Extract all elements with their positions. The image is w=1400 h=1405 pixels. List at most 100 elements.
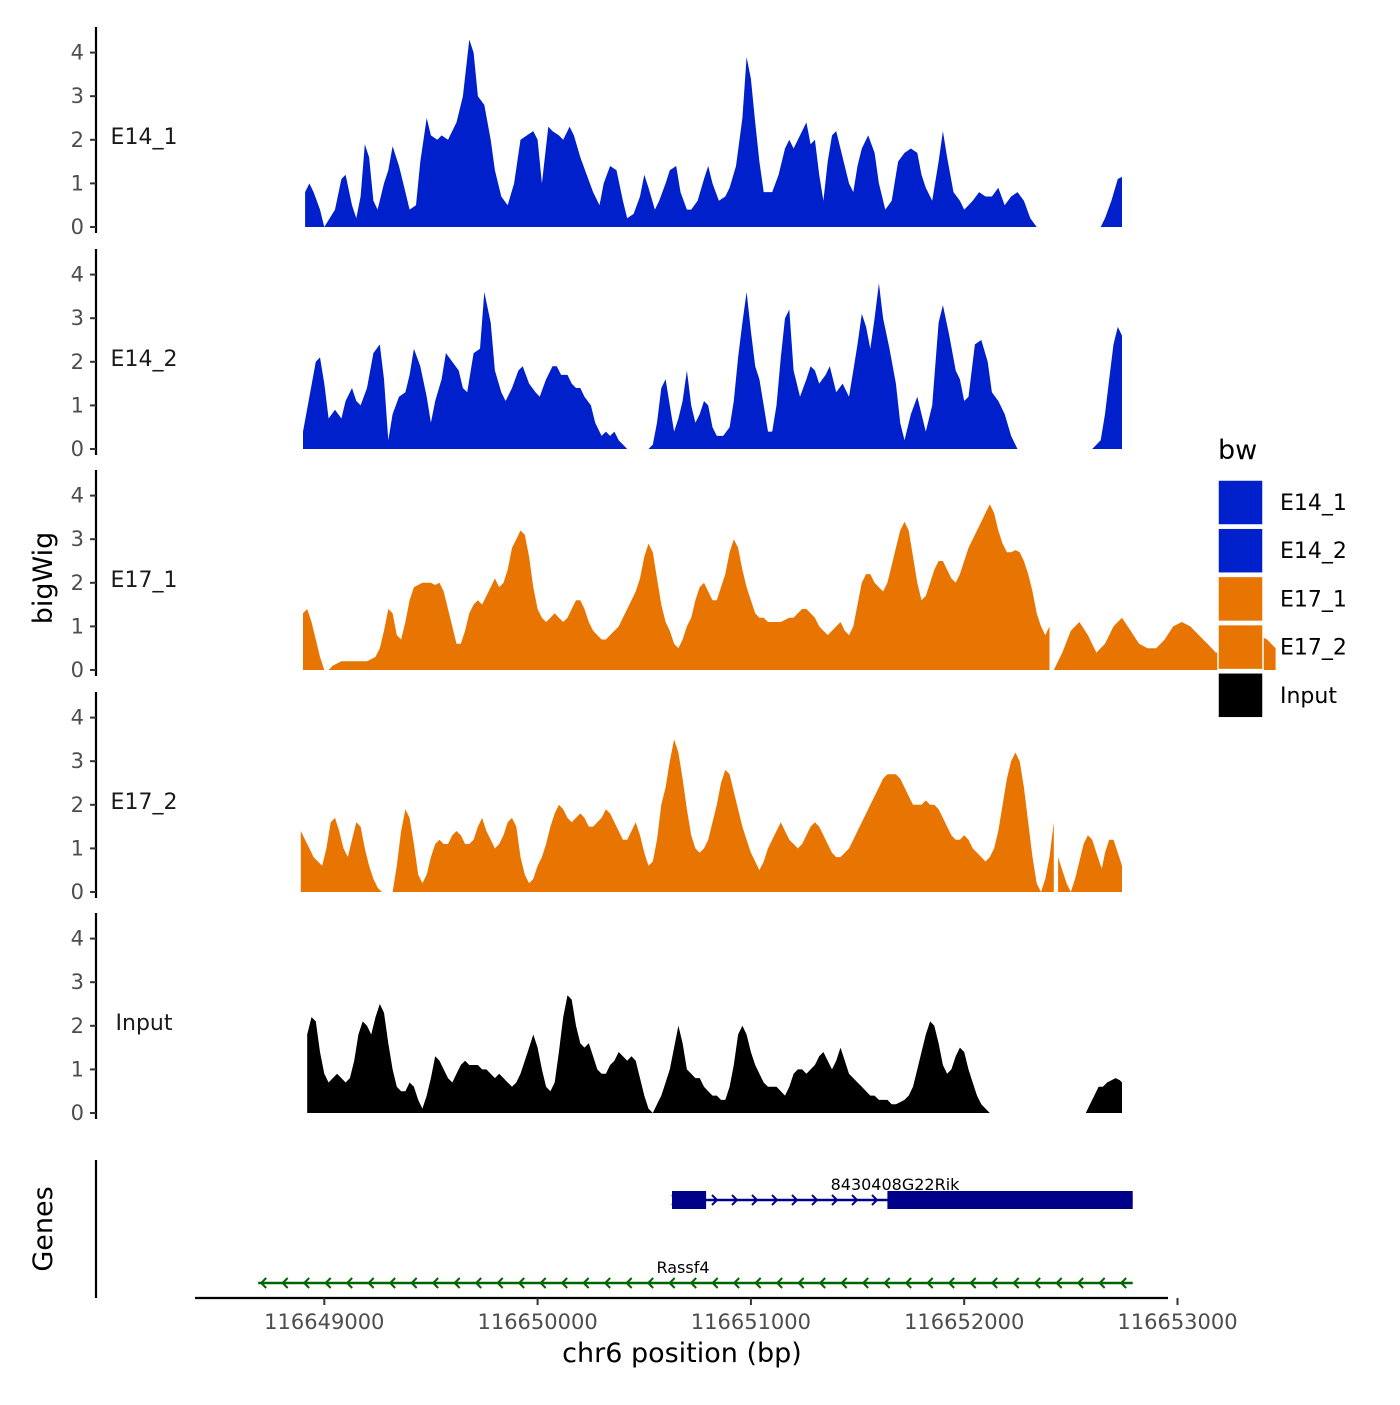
y-tick-label-Input-1: 1 — [71, 1057, 84, 1081]
gene-strand-arrow-Rassf4 — [1098, 1277, 1106, 1289]
track-area-E17_1-0 — [303, 609, 329, 670]
legend-label-E17_1: E17_1 — [1280, 587, 1347, 612]
y-tick-label-E17_1-3: 3 — [71, 527, 84, 551]
legend-label-Input: Input — [1280, 684, 1337, 709]
gene-strand-arrow-Rassf4 — [668, 1277, 676, 1289]
gene-strand-arrow-Rassf4 — [861, 1277, 869, 1289]
y-tick-label-E14_1-2: 2 — [71, 128, 84, 152]
y-axis-title: bigWig — [28, 532, 59, 625]
gene-strand-arrow-Rassf4 — [388, 1277, 396, 1289]
y-tick-label-E14_1-3: 3 — [71, 84, 84, 108]
y-tick-label-E14_1-1: 1 — [71, 171, 84, 195]
gene-exon-8430408G22Rik-0 — [671, 1191, 707, 1209]
y-tick-label-E14_2-4: 4 — [71, 263, 84, 287]
gene-strand-arrow-Rassf4 — [453, 1277, 461, 1289]
gene-strand-arrow-Rassf4 — [646, 1277, 654, 1289]
x-axis-title: chr6 position (bp) — [562, 1338, 802, 1369]
y-tick-label-Input-3: 3 — [71, 970, 84, 994]
track-label-E17_1: E17_1 — [111, 568, 178, 593]
gene-strand-arrow-Rassf4 — [883, 1277, 891, 1289]
gene-strand-arrow-Rassf4 — [689, 1277, 697, 1289]
track-label-E14_1: E14_1 — [111, 125, 178, 150]
y-tick-label-E14_1-4: 4 — [71, 41, 84, 65]
gene-strand-arrow-Rassf4 — [818, 1277, 826, 1289]
track-area-E17_1-1 — [328, 504, 1050, 670]
x-tick-label-116652000: 116652000 — [904, 1310, 1024, 1334]
gene-strand-arrow-Rassf4 — [539, 1277, 547, 1289]
gene-strand-arrow-Rassf4 — [603, 1277, 611, 1289]
y-tick-label-Input-4: 4 — [71, 927, 84, 951]
track-area-E17_2-1 — [392, 739, 1054, 892]
track-area-Input-1 — [1085, 1078, 1122, 1113]
gene-strand-arrow-Rassf4 — [259, 1277, 267, 1289]
gene-strand-arrow-Rassf4 — [990, 1277, 998, 1289]
y-tick-label-Input-0: 0 — [71, 1101, 84, 1125]
gene-strand-arrow-Rassf4 — [367, 1277, 375, 1289]
track-area-E14_2-1 — [648, 283, 1027, 449]
legend-swatch-E14_1 — [1217, 479, 1264, 526]
gene-strand-arrow-Rassf4 — [904, 1277, 912, 1289]
track-area-E14_2-0 — [303, 292, 640, 449]
legend-swatch-Input — [1217, 672, 1264, 719]
gene-strand-arrow-8430408G22Rik — [771, 1194, 779, 1206]
y-tick-label-E17_1-0: 0 — [71, 658, 84, 682]
gene-strand-arrow-Rassf4 — [345, 1277, 353, 1289]
gene-strand-arrow-8430408G22Rik — [871, 1194, 879, 1206]
legend-label-E14_2: E14_2 — [1280, 539, 1347, 564]
gene-strand-arrow-Rassf4 — [1055, 1277, 1063, 1289]
gene-strand-arrow-Rassf4 — [560, 1277, 568, 1289]
track-area-E17_2-3 — [1096, 839, 1122, 892]
gene-strand-arrow-Rassf4 — [582, 1277, 590, 1289]
gene-strand-arrow-Rassf4 — [969, 1277, 977, 1289]
gene-strand-arrow-Rassf4 — [496, 1277, 504, 1289]
gene-strand-arrow-Rassf4 — [947, 1277, 955, 1289]
gene-strand-arrow-Rassf4 — [625, 1277, 633, 1289]
gene-strand-arrow-Rassf4 — [1033, 1277, 1041, 1289]
x-tick-label-116649000: 116649000 — [264, 1310, 384, 1334]
y-tick-label-E17_1-1: 1 — [71, 614, 84, 638]
gene-strand-arrow-8430408G22Rik — [711, 1194, 719, 1206]
gene-strand-arrow-8430408G22Rik — [731, 1194, 739, 1206]
y-tick-label-Input-2: 2 — [71, 1014, 84, 1038]
y-tick-label-E14_2-1: 1 — [71, 393, 84, 417]
gene-label-Rassf4: Rassf4 — [656, 1258, 709, 1277]
y-tick-label-E17_2-2: 2 — [71, 793, 84, 817]
gene-label-8430408G22Rik: 8430408G22Rik — [831, 1175, 961, 1194]
y-tick-label-E14_2-0: 0 — [71, 437, 84, 461]
gene-strand-arrow-Rassf4 — [754, 1277, 762, 1289]
y-tick-label-E17_1-2: 2 — [71, 571, 84, 595]
legend-label-E14_1: E14_1 — [1280, 491, 1347, 516]
gene-strand-arrow-Rassf4 — [474, 1277, 482, 1289]
gene-strand-arrow-Rassf4 — [1012, 1277, 1020, 1289]
track-area-E14_1-0 — [305, 39, 1044, 227]
x-tick-label-116651000: 116651000 — [691, 1310, 811, 1334]
gene-strand-arrow-8430408G22Rik — [811, 1194, 819, 1206]
legend-label-E17_2: E17_2 — [1280, 636, 1347, 661]
gene-strand-arrow-Rassf4 — [281, 1277, 289, 1289]
track-area-Input-0 — [307, 995, 1020, 1113]
genes-track-label: Genes — [28, 1186, 59, 1271]
x-tick-label-116653000: 116653000 — [1117, 1310, 1237, 1334]
y-tick-label-E17_2-3: 3 — [71, 749, 84, 773]
y-tick-label-E14_1-0: 0 — [71, 215, 84, 239]
gene-strand-arrow-8430408G22Rik — [831, 1194, 839, 1206]
y-tick-label-E17_2-4: 4 — [71, 706, 84, 730]
gene-strand-arrow-Rassf4 — [410, 1277, 418, 1289]
gene-exon-8430408G22Rik-1 — [887, 1191, 1133, 1209]
gene-strand-arrow-Rassf4 — [302, 1277, 310, 1289]
gene-strand-arrow-Rassf4 — [711, 1277, 719, 1289]
gene-strand-arrow-Rassf4 — [431, 1277, 439, 1289]
track-area-E14_2-2 — [1092, 326, 1122, 449]
gene-strand-arrow-Rassf4 — [517, 1277, 525, 1289]
y-tick-label-E17_2-1: 1 — [71, 836, 84, 860]
gene-strand-arrow-Rassf4 — [775, 1277, 783, 1289]
gene-strand-arrow-8430408G22Rik — [851, 1194, 859, 1206]
gene-strand-arrow-Rassf4 — [926, 1277, 934, 1289]
legend-swatch-E17_1 — [1217, 575, 1264, 623]
gene-strand-arrow-Rassf4 — [732, 1277, 740, 1289]
track-label-E14_2: E14_2 — [111, 347, 178, 372]
x-tick-label-116650000: 116650000 — [477, 1310, 597, 1334]
gene-strand-arrow-Rassf4 — [1119, 1277, 1127, 1289]
